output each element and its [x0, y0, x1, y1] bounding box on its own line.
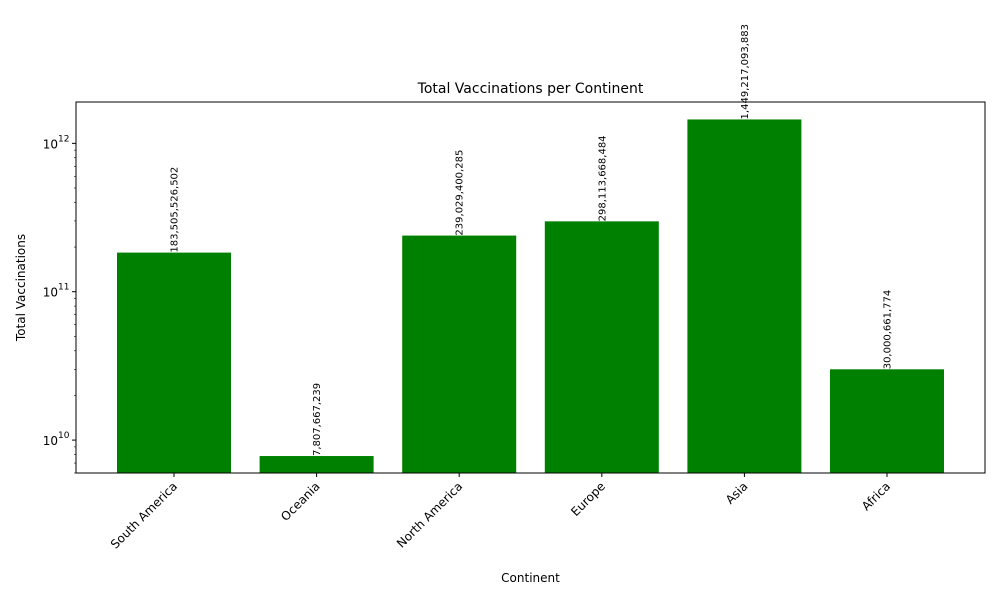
bar-south-america	[117, 252, 231, 473]
x-tick-label: Africa	[859, 479, 893, 513]
data-label: 239,029,400,285	[455, 150, 466, 236]
bar-asia	[687, 119, 802, 473]
data-label: 298,113,668,484	[597, 135, 608, 221]
data-label: 1,449,217,093,883	[740, 24, 751, 119]
y-tick-label: 10	[43, 286, 58, 300]
y-tick-exponent: 10	[58, 431, 70, 441]
data-label: 30,000,661,774	[883, 290, 894, 370]
x-tick-label: Asia	[723, 479, 751, 507]
bar-europe	[544, 221, 659, 473]
x-axis-ticks: South America Oceania North America Europe A…	[108, 473, 893, 551]
x-tick-label: Oceania	[278, 479, 323, 524]
data-label: 183,505,526,502	[170, 167, 181, 253]
x-tick-label: Europe	[568, 479, 608, 519]
bar-oceania	[259, 456, 374, 473]
y-tick-label: 10	[43, 137, 58, 151]
x-axis-label: Continent	[501, 571, 560, 585]
x-tick-label: South America	[108, 479, 180, 551]
y-axis-label: Total Vaccinations	[14, 234, 28, 342]
chart-title: Total Vaccinations per Continent	[417, 81, 644, 97]
y-tick-exponent: 12	[58, 134, 69, 144]
bar-africa	[830, 369, 944, 473]
y-tick-exponent: 11	[58, 283, 69, 293]
x-tick-label: North America	[394, 479, 465, 550]
data-label: 7,807,667,239	[312, 383, 323, 456]
data-labels-group: 183,505,526,502 7,807,667,239 239,029,400,…	[170, 24, 894, 456]
y-tick-label: 10	[43, 434, 58, 448]
bar-north-america	[402, 235, 517, 473]
bars-group	[117, 119, 944, 473]
plot-frame	[75, 101, 986, 474]
